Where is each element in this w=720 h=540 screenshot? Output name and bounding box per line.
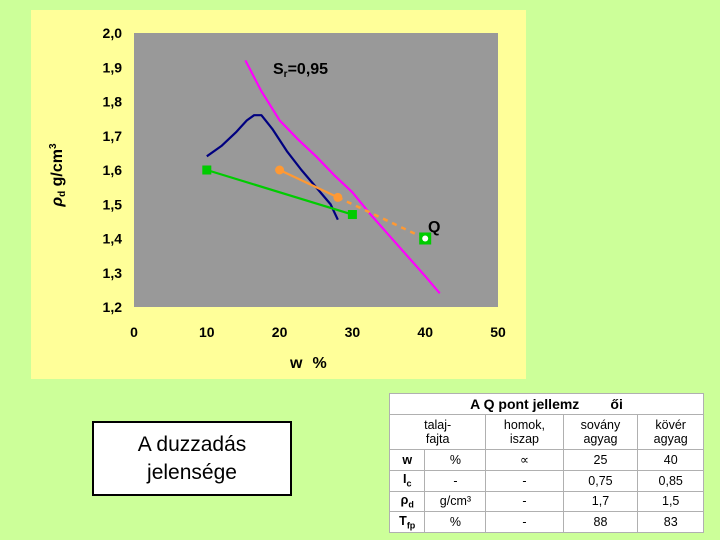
- point-q-label: Q: [428, 219, 440, 236]
- y-tick-label: 1,4: [103, 231, 123, 247]
- data-point: [202, 165, 212, 175]
- x-tick-label: 30: [345, 324, 361, 340]
- y-tick-label: 1,3: [103, 265, 123, 281]
- row-value-2: 0,75: [562, 469, 639, 492]
- y-tick-label: 1,9: [103, 59, 123, 75]
- point-q-center: [422, 235, 429, 242]
- x-tick-label: 50: [490, 324, 506, 340]
- row-value-2: 25: [562, 449, 639, 471]
- row-value-1: -: [485, 490, 564, 513]
- series-line-1: [206, 114, 339, 221]
- x-tick-label: 10: [199, 324, 215, 340]
- row-value-1: ∝: [485, 449, 564, 471]
- row-symbol: w: [388, 449, 426, 471]
- data-point: [275, 165, 285, 175]
- data-point: [347, 210, 357, 220]
- row-unit: g/cm³: [424, 490, 487, 513]
- y-tick-label: 1,7: [103, 128, 123, 144]
- header-soil-type: talaj- fajta: [388, 414, 487, 450]
- row-value-3: 0,85: [637, 469, 704, 492]
- series-line-2: [206, 168, 353, 216]
- x-axis-title: w%: [289, 355, 327, 372]
- y-axis-title: ρd g/cm3: [48, 143, 68, 208]
- row-value-2: 88: [562, 511, 639, 533]
- row-symbol: Tfp: [388, 511, 426, 533]
- table-row: w % ∝ 25 40: [388, 449, 704, 471]
- row-symbol: ρd: [388, 490, 426, 513]
- row-unit: %: [424, 449, 487, 471]
- row-value-2: 1,7: [562, 490, 639, 513]
- y-tick-label: 1,8: [103, 94, 123, 110]
- saturation-label: Sr=0,95: [273, 61, 328, 80]
- y-tick-label: 1,5: [103, 196, 123, 212]
- row-unit: -: [424, 469, 487, 492]
- table-row: Ic - - 0,75 0,85: [388, 469, 704, 492]
- chart-panel: 1,2 1,3 1,4 1,5 1,6 1,7 1,8 1,9 2,0 0 10 20 30 40 50 …: [31, 10, 526, 379]
- y-tick-label: 1,6: [103, 162, 123, 178]
- header-col3: kövér agyag: [637, 414, 704, 450]
- row-unit: %: [424, 511, 487, 533]
- series-line-3: [279, 169, 339, 199]
- x-tick-label: 0: [130, 324, 138, 340]
- table-title: A Q pont jellemz ői: [389, 393, 704, 415]
- table-row: Tfp % - 88 83: [388, 511, 704, 533]
- q-point-table: A Q pont jellemz ői talaj- fajta homok, …: [388, 393, 704, 533]
- caption-line-2: jelensége: [147, 460, 237, 484]
- plot-area: [134, 33, 498, 307]
- series-line-0: [244, 59, 441, 295]
- y-tick-label: 1,2: [103, 299, 123, 315]
- x-tick-label: 40: [417, 324, 433, 340]
- header-col1: homok, iszap: [485, 414, 564, 450]
- header-col2: sovány agyag: [562, 414, 639, 450]
- chart-svg: 1,21,31,41,51,61,71,81,92,0 0 10 20 30 40 50 …: [48, 25, 506, 372]
- row-value-3: 40: [637, 449, 704, 471]
- row-value-3: 83: [637, 511, 704, 533]
- row-value-1: -: [485, 511, 564, 533]
- table-row: ρd g/cm³ - 1,7 1,5: [388, 490, 704, 513]
- caption-box: A duzzadás jelensége: [92, 421, 292, 496]
- x-tick-label: 20: [272, 324, 288, 340]
- caption-line-1: A duzzadás: [137, 432, 247, 456]
- row-symbol: Ic: [388, 469, 426, 492]
- row-value-1: -: [485, 469, 564, 492]
- row-value-3: 1,5: [637, 490, 704, 513]
- series-dashed-line-4: [337, 196, 426, 240]
- y-tick-label: 2,0: [103, 25, 123, 41]
